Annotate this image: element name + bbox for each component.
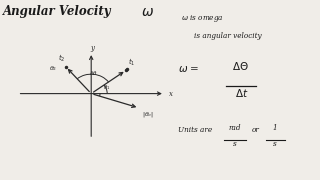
Text: s: s [233,140,237,148]
Text: $t_1$: $t_1$ [128,57,135,68]
Text: $\omega$ =: $\omega$ = [178,64,199,74]
Text: $\Delta\Theta$: $\Delta\Theta$ [232,60,248,72]
Text: $\omega$ is omega: $\omega$ is omega [181,13,224,24]
Text: $t_2$: $t_2$ [58,53,66,64]
Text: y: y [91,44,94,52]
Text: $\theta_1$: $\theta_1$ [103,83,111,92]
Text: $\Delta\theta$: $\Delta\theta$ [89,69,98,77]
Text: $\Delta t$: $\Delta t$ [235,87,249,99]
Text: 1: 1 [273,124,277,132]
Text: x: x [169,90,173,98]
Text: or: or [251,126,259,134]
Text: rad: rad [229,124,242,132]
Text: $\theta_2$: $\theta_2$ [49,64,57,73]
Text: s: s [273,140,277,148]
Text: Angular Velocity: Angular Velocity [3,5,112,18]
Text: $\omega$: $\omega$ [141,5,154,19]
Text: $|\theta_o|$: $|\theta_o|$ [142,110,154,119]
Text: Units are: Units are [178,126,212,134]
Text: is angular velocity: is angular velocity [194,32,261,40]
